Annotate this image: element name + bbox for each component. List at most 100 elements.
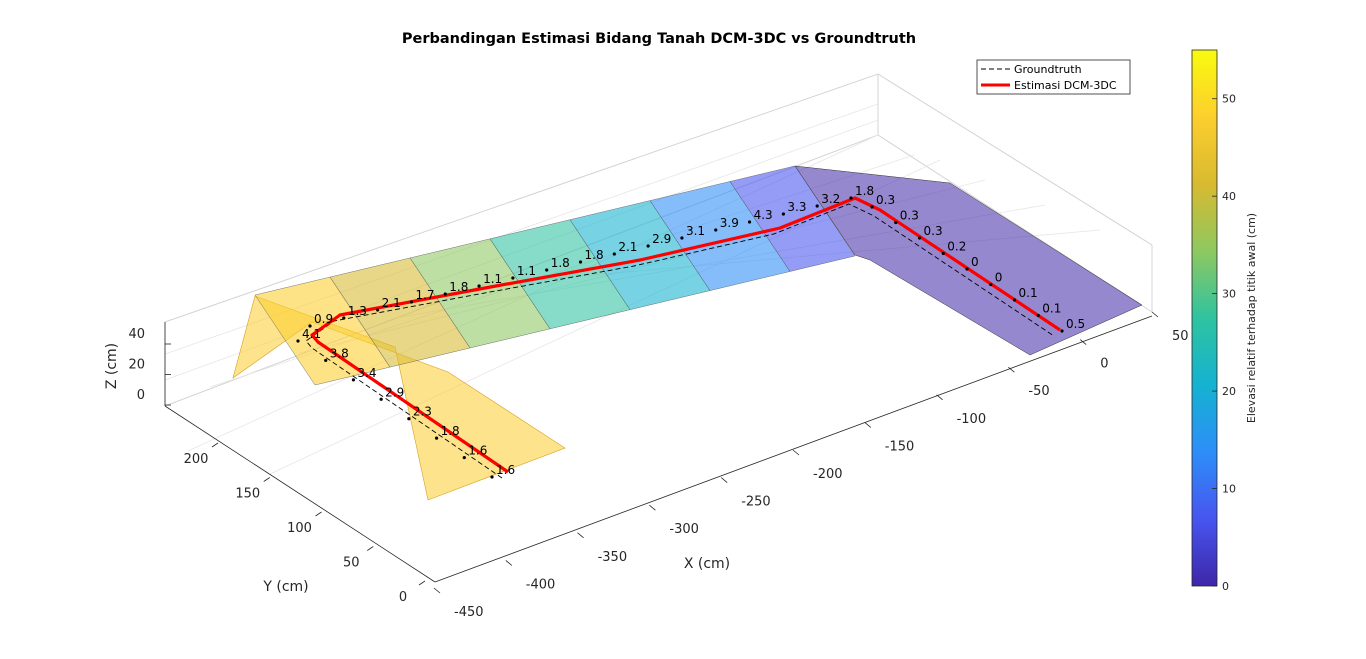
y-tick xyxy=(263,477,270,482)
y-axis-line xyxy=(164,405,436,583)
z-tick-label: 40 xyxy=(128,327,145,342)
error-label: 3.1 xyxy=(686,224,705,238)
sample-point xyxy=(1036,313,1040,318)
sample-point xyxy=(781,212,785,216)
x-tick xyxy=(1151,311,1159,318)
y-tick xyxy=(418,580,426,586)
error-label: 4.3 xyxy=(754,208,773,222)
y-tick-label: 150 xyxy=(235,487,260,502)
x-tick xyxy=(864,422,872,428)
sample-point xyxy=(351,378,356,382)
legend-estimate-label: Estimasi DCM-3DC xyxy=(1014,79,1117,92)
x-tick xyxy=(720,477,728,483)
surface-strip xyxy=(729,165,856,272)
error-label: 0.3 xyxy=(924,224,943,238)
sample-point xyxy=(646,244,650,248)
x-tick-label: -350 xyxy=(598,550,628,565)
x-tick xyxy=(649,504,656,511)
y-tick-label: 50 xyxy=(343,556,360,571)
error-label: 0.1 xyxy=(1042,302,1061,316)
x-tick xyxy=(505,560,513,566)
error-label: 0.3 xyxy=(876,193,895,207)
error-label: 2.9 xyxy=(652,232,671,246)
sample-point xyxy=(490,475,494,479)
y-axis-label: Y (cm) xyxy=(262,579,308,595)
colorbar-ticks: 0 10 20 30 40 50 xyxy=(1212,93,1236,593)
sample-point xyxy=(324,358,328,363)
colorbar-tick-label: 30 xyxy=(1222,288,1236,301)
legend: Groundtruth Estimasi DCM-3DC xyxy=(976,59,1131,95)
error-label: 4.1 xyxy=(302,327,321,341)
z-tick-label: 20 xyxy=(128,358,145,373)
sample-point xyxy=(407,417,411,421)
legend-groundtruth-label: Groundtruth xyxy=(1014,63,1082,76)
x-tick-label: -150 xyxy=(885,439,915,454)
x-axis-label: X (cm) xyxy=(684,556,730,572)
sample-point xyxy=(308,324,312,328)
x-tick-label: 0 xyxy=(1100,357,1108,372)
sample-point xyxy=(1060,329,1064,333)
x-tick-label: -200 xyxy=(813,467,843,482)
colorbar-gradient xyxy=(1191,49,1218,587)
x-tick xyxy=(433,587,441,594)
error-label: 0 xyxy=(995,271,1003,285)
axis-ticks: 50 0 -50 -100 -150 -200 -250 -300 -350 -400 -450 0 5… xyxy=(128,311,1189,620)
error-label: 1.1 xyxy=(517,264,536,278)
sample-point xyxy=(379,397,383,401)
y-tick xyxy=(211,442,219,448)
x-tick xyxy=(577,532,584,539)
error-label: 0.2 xyxy=(947,240,966,254)
x-tick-label: -50 xyxy=(1028,384,1049,399)
error-label: 1.8 xyxy=(855,184,874,198)
x-tick-label: -400 xyxy=(526,577,556,592)
colorbar: 0 10 20 30 40 50 Elevasi relatif terhadap tit… xyxy=(1191,49,1258,593)
groundtruth-line xyxy=(305,203,1055,479)
x-tick xyxy=(936,394,943,401)
sample-point xyxy=(578,260,583,264)
error-label: 1.6 xyxy=(496,463,515,477)
error-label: 0.1 xyxy=(1019,286,1038,300)
error-label: 0 xyxy=(971,255,979,269)
error-label: 2.9 xyxy=(385,385,404,399)
error-label: 3.4 xyxy=(357,366,376,380)
x-tick xyxy=(792,449,800,456)
z-tick-label: 0 xyxy=(137,388,145,403)
sample-point xyxy=(941,251,945,256)
error-label: 1.7 xyxy=(415,288,434,302)
sample-point xyxy=(894,220,898,225)
sample-point xyxy=(965,267,969,271)
y-tick-label: 100 xyxy=(287,521,312,536)
x-tick xyxy=(1008,366,1015,373)
x-tick-label: -250 xyxy=(741,495,771,510)
colorbar-tick-label: 0 xyxy=(1222,580,1229,593)
sample-point xyxy=(462,455,466,460)
sample-point xyxy=(612,252,616,256)
error-label: 3.2 xyxy=(821,192,840,206)
sample-point xyxy=(296,339,300,343)
x-tick-label: 50 xyxy=(1172,329,1189,344)
colorbar-tick-label: 20 xyxy=(1222,385,1236,398)
chart-title: Perbandingan Estimasi Bidang Tanah DCM-3… xyxy=(402,31,916,47)
sample-point xyxy=(342,316,346,320)
x-tick xyxy=(1079,339,1087,345)
sample-point xyxy=(477,284,481,288)
terrain-surface xyxy=(232,165,1143,501)
error-label: 1.8 xyxy=(441,424,460,438)
sample-point xyxy=(714,228,718,232)
estimate-line xyxy=(310,196,1061,474)
colorbar-tick-label: 50 xyxy=(1222,93,1236,106)
error-labels: 1.6 1.6 1.8 2.3 2.9 3.4 3.8 4.10.9 1.3 2.1 1.7 1.8 1… xyxy=(296,184,1085,479)
y-tick xyxy=(315,511,322,517)
error-label: 0.3 xyxy=(900,209,919,223)
error-label: 3.9 xyxy=(720,216,739,230)
y-tick-label: 200 xyxy=(184,452,209,467)
y-tick-label: 0 xyxy=(399,590,407,605)
x-tick-label: -100 xyxy=(957,412,987,427)
colorbar-tick-label: 10 xyxy=(1222,483,1236,496)
error-label: 2.3 xyxy=(413,405,432,419)
sample-point xyxy=(917,236,922,240)
sample-point xyxy=(545,268,549,272)
colorbar-label: Elevasi relatif terhadap titik awal (cm) xyxy=(1245,213,1258,423)
error-label: 2.1 xyxy=(618,240,637,254)
